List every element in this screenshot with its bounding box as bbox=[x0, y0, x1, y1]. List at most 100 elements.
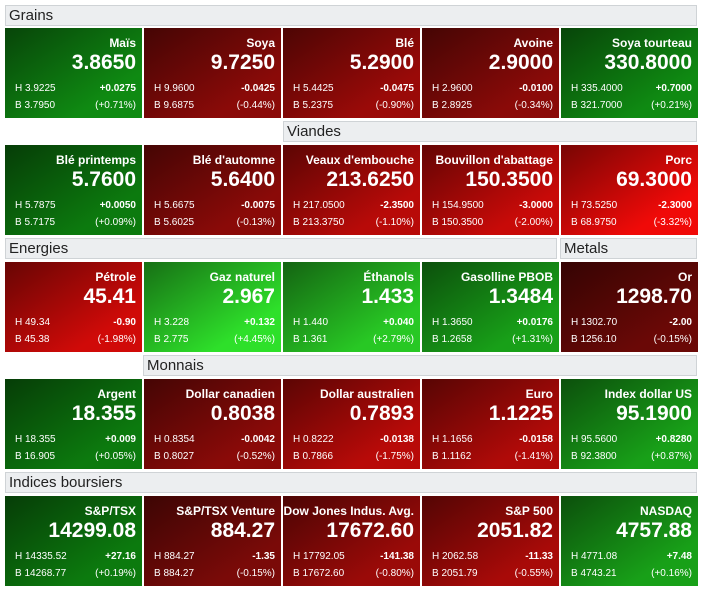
ticker-low: B 5.6025 bbox=[154, 217, 195, 228]
ticker-tile: S&P 500 2051.82 H 2062.58 -11.33 B 2051.79 (-… bbox=[422, 496, 559, 586]
ticker-price: 3.8650 bbox=[71, 51, 136, 74]
ticker-percent: (+0.19%) bbox=[95, 568, 136, 579]
ticker-name: Veaux d'embouche bbox=[305, 153, 414, 167]
ticker-low: B 213.3750 bbox=[293, 217, 345, 228]
ticker-low: B 9.6875 bbox=[154, 100, 195, 111]
ticker-name: Soya bbox=[246, 36, 275, 50]
ticker-percent: (-1.75%) bbox=[375, 451, 414, 462]
ticker-high: H 884.27 bbox=[154, 551, 195, 562]
ticker-percent: (-0.44%) bbox=[236, 100, 275, 111]
ticker-tile: Porc 69.3000 H 73.5250 -2.3000 B 68.9750 (-3.… bbox=[561, 145, 698, 235]
ticker-change: +0.0275 bbox=[99, 83, 136, 94]
ticker-name: Blé d'automne bbox=[192, 153, 275, 167]
ticker-high: H 0.8354 bbox=[154, 434, 195, 445]
ticker-change: -0.0100 bbox=[519, 83, 553, 94]
ticker-change: +0.040 bbox=[383, 317, 414, 328]
ticker-change: -0.0138 bbox=[380, 434, 414, 445]
ticker-tile: Avoine 2.9000 H 2.9600 -0.0100 B 2.8925 (-0.3… bbox=[422, 28, 559, 118]
ticker-price: 69.3000 bbox=[616, 168, 692, 191]
ticker-name: S&P 500 bbox=[505, 504, 553, 518]
ticker-high: H 73.5250 bbox=[571, 200, 618, 211]
ticker-low: B 3.7950 bbox=[15, 100, 56, 111]
ticker-price: 18.355 bbox=[71, 402, 136, 425]
ticker-price: 2.967 bbox=[222, 285, 275, 308]
ticker-high: H 5.6675 bbox=[154, 200, 195, 211]
ticker-high: H 2062.58 bbox=[432, 551, 479, 562]
ticker-tile: Argent 18.355 H 18.355 +0.009 B 16.905 (+0.05… bbox=[5, 379, 142, 469]
ticker-name: Porc bbox=[665, 153, 692, 167]
ticker-change: +0.0050 bbox=[99, 200, 136, 211]
ticker-percent: (-3.32%) bbox=[653, 217, 692, 228]
section-header: Grains bbox=[5, 5, 697, 26]
ticker-name: Pétrole bbox=[95, 270, 136, 284]
ticker-tile: Maïs 3.8650 H 3.9225 +0.0275 B 3.7950 (+0.71%… bbox=[5, 28, 142, 118]
ticker-percent: (-0.52%) bbox=[236, 451, 275, 462]
ticker-change: +7.48 bbox=[666, 551, 692, 562]
ticker-tile: Blé 5.2900 H 5.4425 -0.0475 B 5.2375 (-0.90%) bbox=[283, 28, 420, 118]
ticker-low: B 321.7000 bbox=[571, 100, 623, 111]
ticker-name: Éthanols bbox=[363, 270, 414, 284]
ticker-percent: (-0.55%) bbox=[514, 568, 553, 579]
ticker-percent: (-0.90%) bbox=[375, 100, 414, 111]
ticker-tile: Soya tourteau 330.8000 H 335.4000 +0.7000 B … bbox=[561, 28, 698, 118]
ticker-price: 14299.08 bbox=[48, 519, 136, 542]
ticker-high: H 1302.70 bbox=[571, 317, 618, 328]
ticker-change: +0.8280 bbox=[655, 434, 692, 445]
ticker-percent: (-1.98%) bbox=[97, 334, 136, 345]
ticker-percent: (-1.10%) bbox=[375, 217, 414, 228]
ticker-low: B 16.905 bbox=[15, 451, 56, 462]
ticker-price: 2.9000 bbox=[488, 51, 553, 74]
ticker-high: H 3.228 bbox=[154, 317, 190, 328]
ticker-percent: (+4.45%) bbox=[234, 334, 275, 345]
ticker-tile: Or 1298.70 H 1302.70 -2.00 B 1256.10 (-0.15%) bbox=[561, 262, 698, 352]
ticker-change: -0.0475 bbox=[380, 83, 414, 94]
ticker-low: B 2.8925 bbox=[432, 100, 473, 111]
ticker-change: +0.0176 bbox=[516, 317, 553, 328]
ticker-high: H 4771.08 bbox=[571, 551, 618, 562]
ticker-name: NASDAQ bbox=[639, 504, 692, 518]
ticker-percent: (-1.41%) bbox=[514, 451, 553, 462]
ticker-high: H 3.9225 bbox=[15, 83, 56, 94]
ticker-percent: (-0.34%) bbox=[514, 100, 553, 111]
ticker-price: 150.3500 bbox=[465, 168, 553, 191]
ticker-name: Argent bbox=[97, 387, 136, 401]
ticker-tile: Éthanols 1.433 H 1.440 +0.040 B 1.361 (+2.79%… bbox=[283, 262, 420, 352]
ticker-percent: (-0.80%) bbox=[375, 568, 414, 579]
ticker-tile: Dollar australien 0.7893 H 0.8222 -0.0138 B … bbox=[283, 379, 420, 469]
ticker-low: B 1.361 bbox=[293, 334, 328, 345]
ticker-percent: (+0.16%) bbox=[651, 568, 692, 579]
ticker-low: B 0.8027 bbox=[154, 451, 195, 462]
ticker-price: 2051.82 bbox=[477, 519, 553, 542]
ticker-tile: Euro 1.1225 H 1.1656 -0.0158 B 1.1162 (-1.41%… bbox=[422, 379, 559, 469]
ticker-percent: (+0.71%) bbox=[95, 100, 136, 111]
ticker-price: 1.3484 bbox=[488, 285, 553, 308]
ticker-percent: (-0.13%) bbox=[236, 217, 275, 228]
ticker-change: -0.0075 bbox=[241, 200, 275, 211]
ticker-name: Avoine bbox=[513, 36, 553, 50]
ticker-price: 9.7250 bbox=[210, 51, 275, 74]
ticker-high: H 1.1656 bbox=[432, 434, 473, 445]
ticker-low: B 5.7175 bbox=[15, 217, 56, 228]
ticker-percent: (+0.21%) bbox=[651, 100, 692, 111]
ticker-name: Maïs bbox=[109, 36, 136, 50]
ticker-price: 5.6400 bbox=[210, 168, 275, 191]
ticker-percent: (-0.15%) bbox=[653, 334, 692, 345]
ticker-change: -2.3500 bbox=[380, 200, 414, 211]
ticker-tile: S&P/TSX 14299.08 H 14335.52 +27.16 B 14268.7… bbox=[5, 496, 142, 586]
ticker-change: -1.35 bbox=[252, 551, 275, 562]
ticker-name: Blé bbox=[395, 36, 414, 50]
ticker-price: 213.6250 bbox=[326, 168, 414, 191]
ticker-price: 330.8000 bbox=[604, 51, 692, 74]
ticker-high: H 154.9500 bbox=[432, 200, 484, 211]
ticker-tile: Gaz naturel 2.967 H 3.228 +0.132 B 2.775 (+4.… bbox=[144, 262, 281, 352]
ticker-change: -2.3000 bbox=[658, 200, 692, 211]
section-header: Metals bbox=[560, 238, 697, 259]
ticker-change: -0.0042 bbox=[241, 434, 275, 445]
ticker-percent: (+0.05%) bbox=[95, 451, 136, 462]
ticker-change: -11.33 bbox=[525, 551, 553, 562]
ticker-low: B 4743.21 bbox=[571, 568, 617, 579]
ticker-price: 1298.70 bbox=[616, 285, 692, 308]
ticker-percent: (-2.00%) bbox=[514, 217, 553, 228]
ticker-price: 884.27 bbox=[210, 519, 275, 542]
ticker-high: H 5.4425 bbox=[293, 83, 334, 94]
